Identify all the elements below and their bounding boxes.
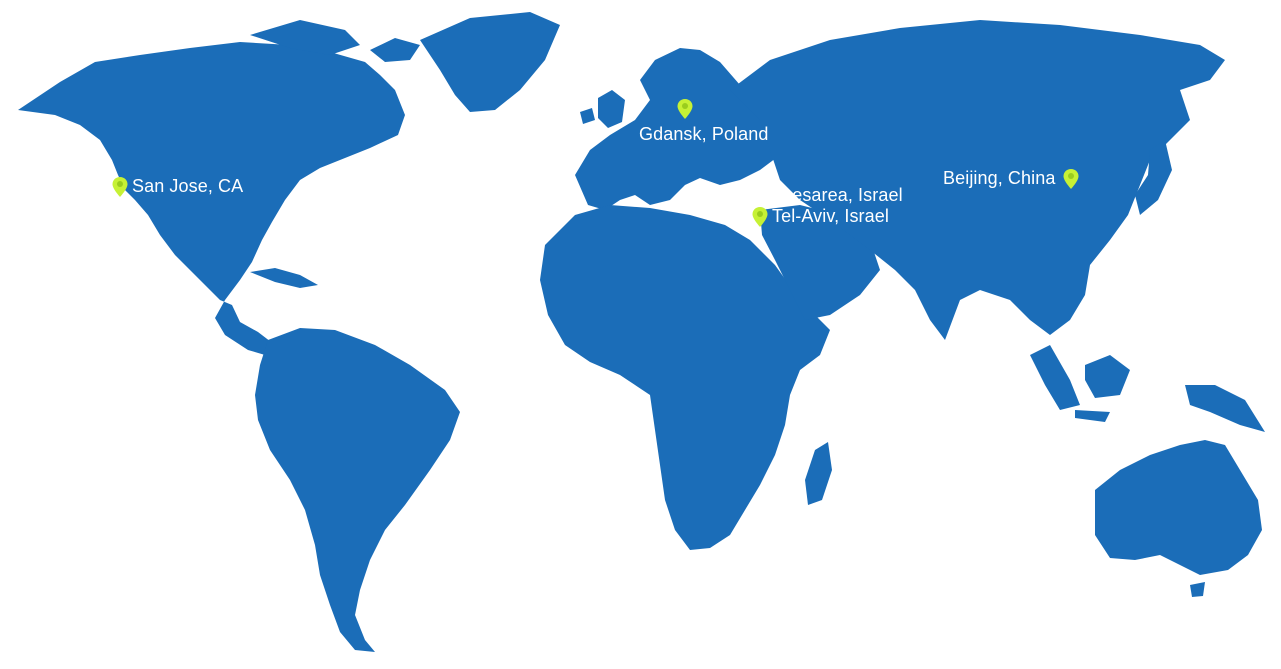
greenland (420, 12, 560, 112)
marker-san-jose[interactable]: San Jose, CA (112, 176, 243, 197)
south-america (255, 328, 460, 652)
marker-label-gdansk: Gdansk, Poland (639, 124, 769, 144)
australia (1095, 440, 1262, 575)
map-pin-icon (1063, 168, 1079, 189)
japan (1135, 140, 1172, 215)
north-america (18, 42, 405, 355)
southeast-asia-islands (1030, 345, 1130, 422)
tasmania (1190, 582, 1205, 597)
arctic-islands (250, 20, 420, 62)
caribbean (250, 268, 318, 288)
asia (730, 20, 1225, 340)
uk-ireland (580, 90, 625, 128)
marker-tel-aviv[interactable]: Tel-Aviv, Israel (752, 206, 889, 227)
marker-label-beijing: Beijing, China (943, 168, 1056, 188)
madagascar (805, 442, 832, 505)
marker-gdansk-pin-icon[interactable] (677, 99, 693, 119)
marker-label-san-jose: San Jose, CA (132, 176, 244, 196)
africa (540, 205, 830, 550)
marker-beijing[interactable]: Beijing, China (943, 168, 1079, 189)
marker-label-tel-aviv: Tel-Aviv, Israel (772, 206, 889, 226)
map-pin-icon (112, 176, 128, 197)
map-pin-icon (752, 206, 768, 227)
marker-label-caesarea: Caesarea, Israel (769, 185, 903, 205)
new-guinea (1185, 385, 1265, 432)
